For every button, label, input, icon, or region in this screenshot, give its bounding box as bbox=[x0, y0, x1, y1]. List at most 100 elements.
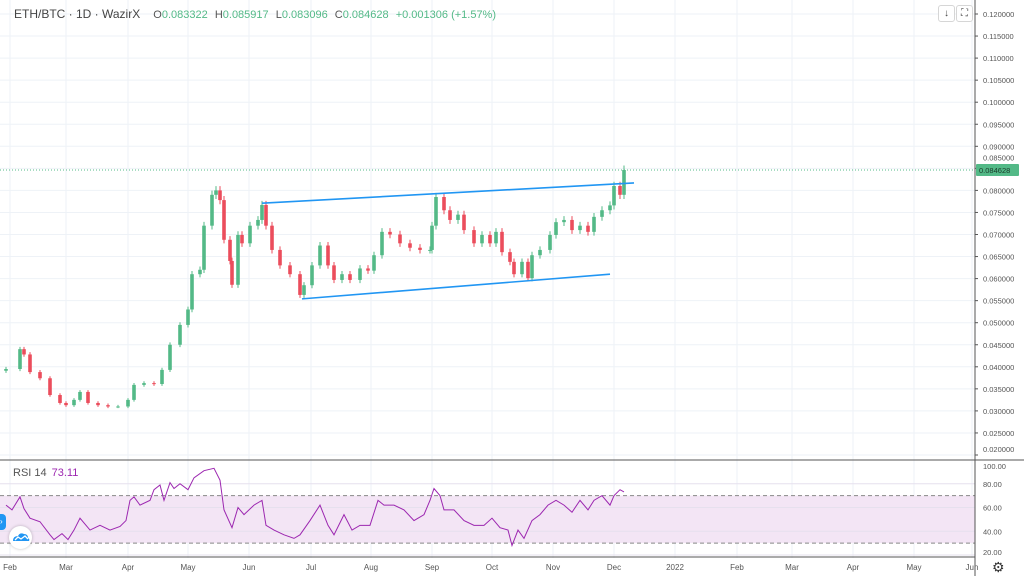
collapse-panel-button[interactable]: › bbox=[0, 514, 6, 530]
y-tick-label: 0.100000 bbox=[983, 98, 1014, 107]
candle-body bbox=[126, 399, 130, 407]
candle-body bbox=[494, 231, 498, 244]
candle-body bbox=[96, 402, 100, 406]
candle-body bbox=[270, 225, 274, 250]
y-tick-label: 0.115000 bbox=[983, 32, 1014, 41]
close-label: C bbox=[334, 9, 343, 21]
candle-body bbox=[178, 324, 182, 345]
candle-body bbox=[472, 230, 476, 244]
x-tick-label: 2022 bbox=[666, 563, 684, 572]
candle-body bbox=[298, 274, 302, 295]
candle-body bbox=[480, 234, 484, 244]
candle-body bbox=[326, 245, 330, 266]
candle-body bbox=[4, 369, 8, 371]
candle-body bbox=[38, 372, 42, 379]
y-tick-label: 0.120000 bbox=[983, 10, 1014, 19]
y-tick-label: 0.020000 bbox=[983, 445, 1014, 454]
settings-gear-icon[interactable]: ⚙ bbox=[992, 559, 1005, 575]
candle-body bbox=[310, 265, 314, 286]
x-tick-label: May bbox=[180, 563, 195, 572]
candle-body bbox=[236, 234, 240, 285]
y-tick-label: 0.050000 bbox=[983, 319, 1014, 328]
candle-body bbox=[222, 200, 226, 240]
candle-body bbox=[318, 245, 322, 266]
x-tick-label: Oct bbox=[486, 563, 499, 572]
rsi-tick-label: 100.00 bbox=[983, 462, 1006, 471]
candle-body bbox=[430, 225, 434, 250]
candle-body bbox=[210, 194, 214, 226]
y-tick-label: 0.055000 bbox=[983, 297, 1014, 306]
candle-body bbox=[278, 249, 282, 266]
candle-body bbox=[152, 383, 156, 385]
y-tick-label: 0.105000 bbox=[983, 76, 1014, 85]
candle-body bbox=[230, 260, 234, 285]
candle-body bbox=[214, 190, 218, 195]
fullscreen-button[interactable]: ⛶ bbox=[956, 5, 973, 22]
candle-body bbox=[366, 268, 370, 271]
candle-body bbox=[218, 190, 222, 201]
tradingview-logo[interactable] bbox=[9, 526, 32, 549]
x-tick-label: Mar bbox=[59, 563, 73, 572]
candle-body bbox=[428, 249, 432, 251]
x-tick-label: May bbox=[906, 563, 921, 572]
candle-body bbox=[456, 214, 460, 220]
low-value: 0.083096 bbox=[281, 9, 328, 21]
symbol-title[interactable]: ETH/BTC · 1D · WazirX bbox=[14, 7, 141, 21]
rsi-line bbox=[5, 467, 625, 548]
x-tick-label: Feb bbox=[730, 563, 744, 572]
legend-header: ETH/BTC · 1D · WazirX O0.083322 H0.08591… bbox=[14, 7, 496, 21]
candle-body bbox=[526, 261, 530, 279]
candle-body bbox=[86, 391, 90, 403]
candle-body bbox=[600, 210, 604, 217]
candle-body bbox=[72, 399, 76, 406]
rsi-tick-label: 60.00 bbox=[983, 504, 1002, 513]
x-tick-label: Jul bbox=[306, 563, 316, 572]
candle-body bbox=[264, 204, 268, 226]
rsi-tick-label: 20.00 bbox=[983, 548, 1002, 557]
candle-body bbox=[28, 354, 32, 373]
y-tick-label: 0.040000 bbox=[983, 363, 1014, 372]
candle-body bbox=[398, 234, 402, 244]
candle-body bbox=[202, 225, 206, 270]
y-tick-label: 0.075000 bbox=[983, 208, 1014, 217]
y-tick-label: 0.080000 bbox=[983, 186, 1014, 195]
scroll-to-latest-button[interactable]: ↓ bbox=[938, 5, 955, 22]
candle-body bbox=[388, 231, 392, 235]
x-tick-label: Apr bbox=[847, 563, 860, 572]
open-label: O bbox=[153, 9, 162, 21]
cloud-logo-icon bbox=[13, 533, 30, 541]
candle-body bbox=[78, 391, 82, 400]
candle-body bbox=[348, 274, 352, 280]
candle-body bbox=[622, 169, 626, 195]
arrow-down-icon: ↓ bbox=[944, 8, 949, 19]
candle-body bbox=[58, 395, 62, 403]
x-tick-label: Jun bbox=[243, 563, 256, 572]
close-value: 0.084628 bbox=[342, 9, 389, 21]
candle-body bbox=[530, 255, 534, 279]
change-value: +0.001306 (+1.57%) bbox=[395, 9, 497, 21]
chevron-right-icon: › bbox=[0, 517, 3, 526]
candle-body bbox=[618, 185, 622, 195]
candle-body bbox=[578, 225, 582, 231]
x-tick-label: Feb bbox=[3, 563, 17, 572]
candle-body bbox=[116, 406, 120, 408]
candle-body bbox=[538, 249, 542, 256]
candle-body bbox=[260, 204, 264, 220]
rsi-tick-label: 80.00 bbox=[983, 480, 1002, 489]
high-value: 0.085917 bbox=[222, 9, 269, 21]
candle-body bbox=[240, 234, 244, 244]
candle-body bbox=[372, 255, 376, 271]
candle-body bbox=[64, 402, 68, 406]
candle-body bbox=[288, 265, 292, 275]
rsi-label: RSI 14 bbox=[13, 467, 47, 479]
trendline bbox=[301, 273, 611, 300]
y-tick-label: 0.045000 bbox=[983, 341, 1014, 350]
candle-body bbox=[462, 214, 466, 231]
candle-body bbox=[548, 234, 552, 250]
candle-body bbox=[570, 219, 574, 231]
candle-body bbox=[520, 261, 524, 275]
last-price-badge bbox=[976, 163, 1019, 176]
x-tick-label: Sep bbox=[425, 563, 440, 572]
candle-body bbox=[608, 205, 612, 211]
